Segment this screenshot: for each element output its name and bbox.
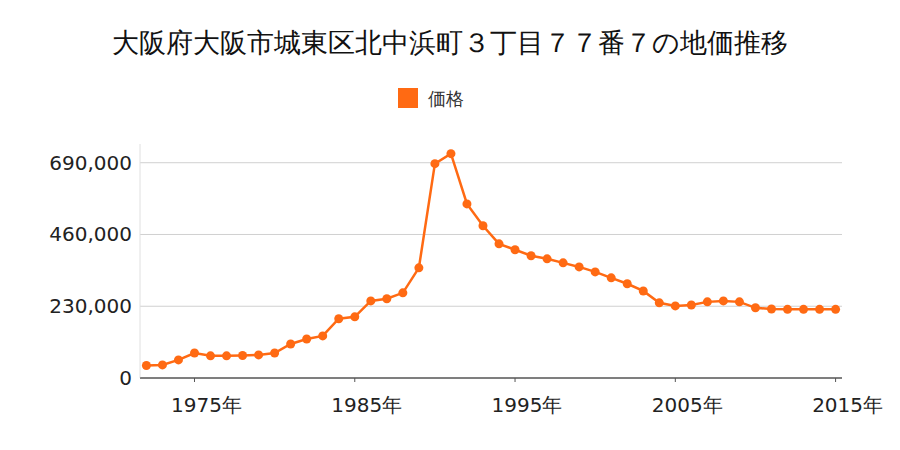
data-point: [815, 305, 824, 314]
data-point: [527, 251, 536, 260]
data-point: [270, 349, 279, 358]
data-point: [222, 351, 231, 360]
data-point: [206, 351, 215, 360]
plot-area: [142, 149, 840, 370]
data-point: [430, 159, 439, 168]
data-point: [254, 350, 263, 359]
x-tick: [675, 378, 676, 382]
data-point: [350, 312, 359, 321]
x-axis-line: [140, 378, 842, 379]
y-tick-label: 230,000: [49, 294, 132, 318]
data-point: [318, 331, 327, 340]
chart-svg: 大阪府大阪市城東区北中浜町３丁目７７番７の地価推移価格 0 230,000 460,0…: [0, 0, 900, 450]
data-point: [478, 221, 487, 230]
x-tick: [835, 378, 836, 382]
data-point: [831, 305, 840, 314]
grid-line: [140, 162, 842, 163]
x-tick-label: 1975年: [171, 393, 242, 417]
legend: 価格: [398, 88, 464, 109]
data-point: [767, 305, 776, 314]
y-axis: 0 230,000 460,000 690,000: [49, 144, 842, 390]
data-point: [190, 349, 199, 358]
data-point: [719, 296, 728, 305]
data-point: [495, 239, 504, 248]
data-point: [158, 360, 167, 369]
data-point: [623, 279, 632, 288]
data-point: [703, 297, 712, 306]
data-point: [591, 267, 600, 276]
x-tick-label: 2005年: [652, 393, 723, 417]
x-tick-label: 1985年: [331, 393, 402, 417]
data-point: [462, 199, 471, 208]
grid-line: [140, 378, 842, 379]
data-point: [382, 294, 391, 303]
data-point: [511, 245, 520, 254]
data-point: [366, 296, 375, 305]
data-point: [302, 335, 311, 344]
y-tick-label: 460,000: [49, 222, 132, 246]
x-tick: [194, 378, 195, 382]
data-point: [414, 263, 423, 272]
data-point: [398, 288, 407, 297]
x-tick-label: 1995年: [492, 393, 563, 417]
data-point: [783, 305, 792, 314]
x-axis: 1975年 1985年 1995年 2005年 2015年: [140, 378, 883, 417]
data-point: [687, 300, 696, 309]
data-point: [735, 297, 744, 306]
data-point: [334, 314, 343, 323]
x-tick: [515, 378, 516, 382]
grid-line: [140, 306, 842, 307]
data-point: [174, 355, 183, 364]
y-axis-line: [140, 144, 141, 378]
chart-root: 大阪府大阪市城東区北中浜町３丁目７７番７の地価推移価格 0 230,000 460,0…: [0, 0, 900, 450]
data-point: [671, 301, 680, 310]
x-tick-label: 2015年: [812, 393, 883, 417]
data-point: [559, 258, 568, 267]
data-point: [751, 303, 760, 312]
data-point: [575, 262, 584, 271]
data-point: [286, 339, 295, 348]
chart-title: 大阪府大阪市城東区北中浜町３丁目７７番７の地価推移: [112, 27, 788, 58]
legend-swatch: [398, 88, 418, 108]
data-point: [655, 298, 664, 307]
series-line: [146, 154, 835, 366]
legend-label: 価格: [428, 88, 464, 109]
data-point: [238, 351, 247, 360]
data-point: [607, 273, 616, 282]
data-point: [446, 149, 455, 158]
data-point: [639, 286, 648, 295]
data-point: [799, 305, 808, 314]
y-tick-label: 0: [119, 366, 132, 390]
y-tick-label: 690,000: [49, 151, 132, 175]
x-tick: [354, 378, 355, 382]
data-point: [543, 254, 552, 263]
data-point: [142, 361, 151, 370]
